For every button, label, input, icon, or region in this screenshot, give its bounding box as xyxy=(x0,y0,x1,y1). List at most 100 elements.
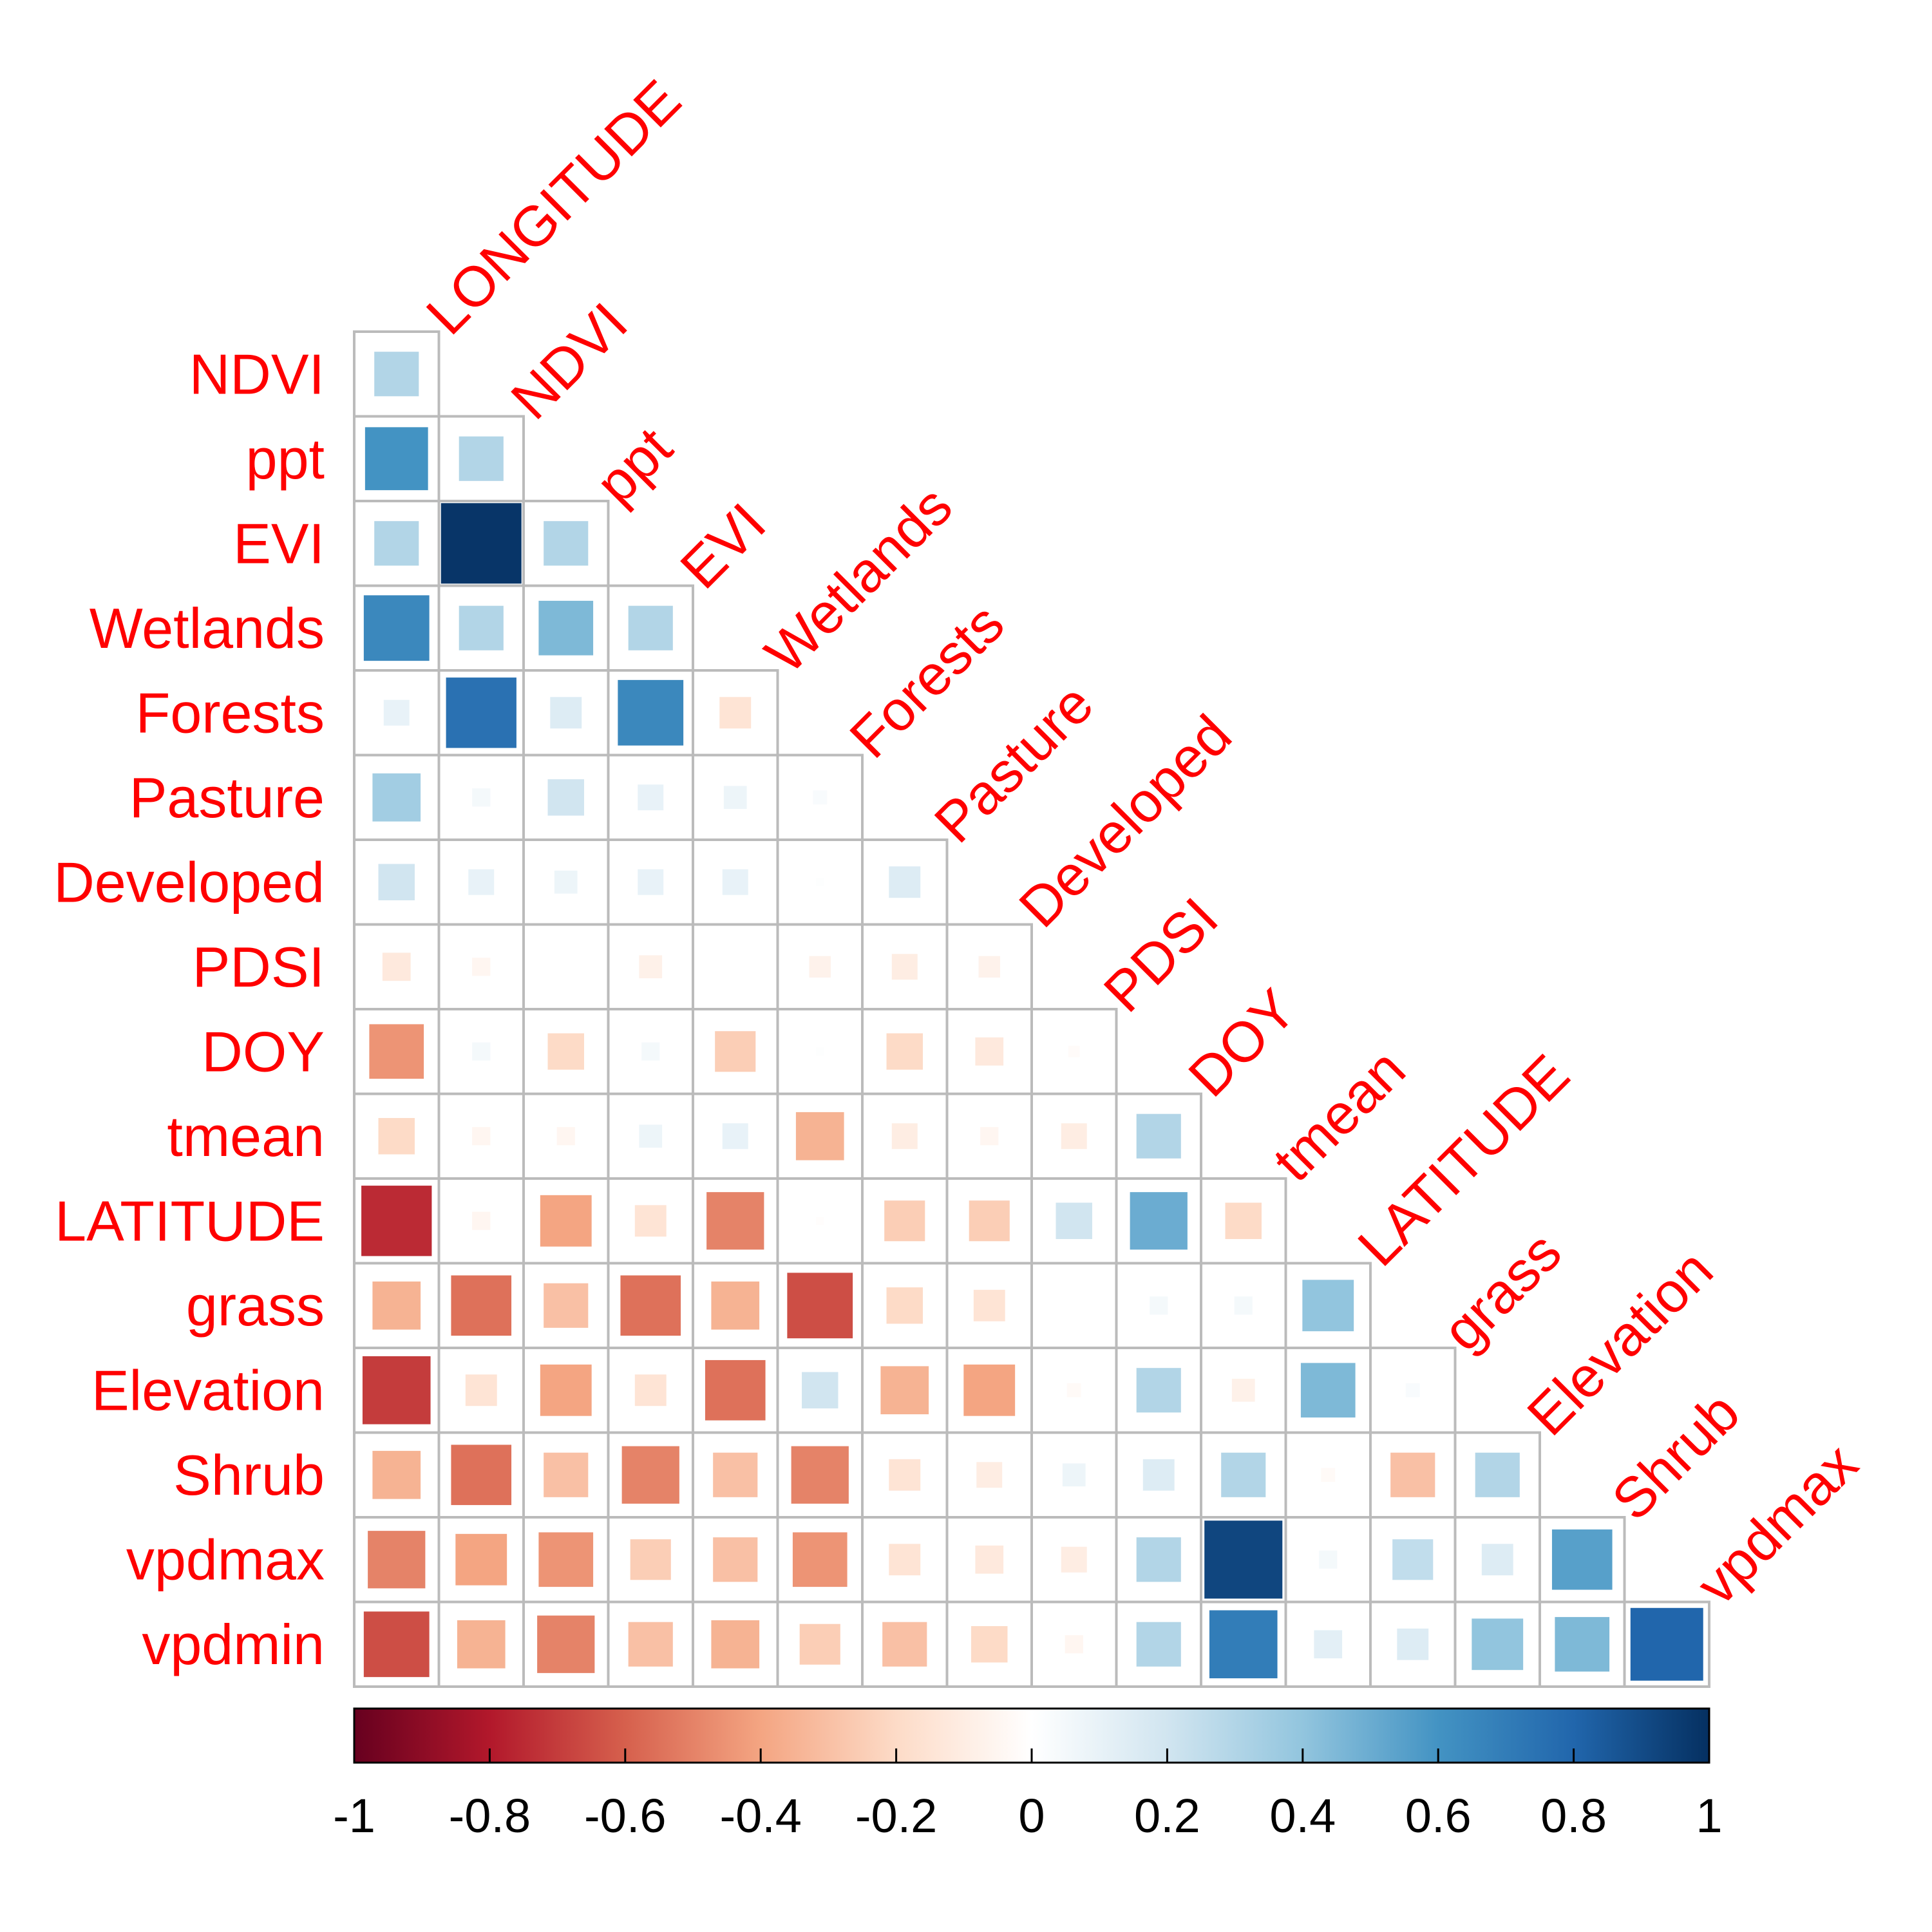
correlation-square-vpdmin-wetlands xyxy=(711,1620,760,1669)
row-label-pdsi: PDSI xyxy=(193,935,325,999)
correlation-square-ppt-longitude xyxy=(365,427,428,491)
column-label-pdsi: PDSI xyxy=(1092,886,1230,1024)
grid-cell xyxy=(1623,1600,1710,1688)
row-label-latitude: LATITUDE xyxy=(55,1189,325,1253)
correlation-square-pasture-evi xyxy=(638,784,664,811)
correlation-square-grass-developed xyxy=(973,1289,1005,1321)
correlation-square-doy-pdsi xyxy=(1068,1045,1080,1057)
correlation-square-latitude-wetlands xyxy=(706,1192,764,1250)
correlation-square-vpdmax-ppt xyxy=(538,1532,594,1587)
correlation-square-latitude-developed xyxy=(969,1200,1010,1242)
row-label-pasture: Pasture xyxy=(129,766,325,829)
correlation-square-elevation-tmean xyxy=(1231,1378,1255,1402)
color-legend-tick-label: 0.2 xyxy=(1134,1789,1200,1842)
correlation-square-forests-wetlands xyxy=(719,697,752,729)
correlation-square-pdsi-evi xyxy=(639,955,663,979)
correlation-square-wetlands-evi xyxy=(628,605,673,650)
correlation-square-tmean-ndvi xyxy=(472,1127,491,1146)
correlation-square-elevation-ndvi xyxy=(465,1374,497,1406)
correlation-square-elevation-doy xyxy=(1136,1368,1181,1413)
color-legend-tick-label: 0.8 xyxy=(1540,1789,1607,1842)
correlation-square-shrub-tmean xyxy=(1221,1452,1266,1497)
correlation-square-vpdmin-ndvi xyxy=(457,1620,506,1669)
correlation-square-vpdmin-elevation xyxy=(1472,1618,1524,1671)
correlation-square-vpdmin-latitude xyxy=(1314,1630,1343,1659)
correlation-square-forests-longitude xyxy=(383,699,410,726)
correlation-square-pasture-ndvi xyxy=(472,788,491,807)
correlation-square-grass-wetlands xyxy=(711,1281,760,1330)
correlation-square-vpdmax-latitude xyxy=(1319,1550,1338,1569)
row-label-grass: grass xyxy=(186,1274,325,1338)
row-label-tmean: tmean xyxy=(167,1104,325,1168)
row-label-vpdmax: vpdmax xyxy=(126,1528,325,1591)
correlation-square-shrub-wetlands xyxy=(713,1452,758,1497)
correlation-square-pdsi-forests xyxy=(809,956,831,978)
correlation-square-latitude-pasture xyxy=(884,1200,925,1242)
correlation-square-tmean-forests xyxy=(795,1112,844,1160)
color-legend-tick-label: -0.6 xyxy=(584,1789,667,1842)
row-label-shrub: Shrub xyxy=(173,1443,325,1507)
correlation-square-latitude-tmean xyxy=(1225,1202,1262,1239)
correlation-square-tmean-wetlands xyxy=(722,1123,748,1150)
correlation-square-vpdmin-pdsi xyxy=(1065,1635,1083,1654)
correlation-square-vpdmax-longitude xyxy=(368,1531,426,1589)
correlation-square-pasture-longitude xyxy=(372,773,421,822)
correlation-square-vpdmin-pasture xyxy=(882,1622,927,1667)
row-label-ndvi: NDVI xyxy=(189,342,325,406)
correlation-square-latitude-doy xyxy=(1130,1192,1188,1250)
correlation-square-wetlands-ppt xyxy=(538,600,594,656)
correlation-square-elevation-forests xyxy=(802,1372,838,1408)
correlation-square-forests-ndvi xyxy=(446,677,516,748)
correlation-square-doy-developed xyxy=(975,1037,1004,1066)
correlation-square-vpdmax-shrub xyxy=(1551,1529,1613,1590)
correlation-square-elevation-latitude xyxy=(1300,1363,1356,1418)
correlation-square-tmean-pasture xyxy=(891,1123,918,1150)
color-legend: -1 -0.8 -0.6 -0.4 -0.2 0 0.2 0.4 0.6 0.8 1 xyxy=(333,1707,1723,1842)
correlation-square-shrub-evi xyxy=(621,1446,679,1504)
correlation-square-shrub-pasture xyxy=(889,1459,921,1491)
correlation-square-grass-evi xyxy=(620,1275,681,1336)
correlation-square-shrub-doy xyxy=(1142,1459,1175,1491)
correlation-cells xyxy=(361,352,1703,1681)
correlation-square-forests-ppt xyxy=(550,697,582,729)
correlation-square-vpdmax-evi xyxy=(630,1539,671,1580)
color-legend-tick-label: 0 xyxy=(1018,1789,1045,1842)
correlation-square-latitude-longitude xyxy=(361,1186,432,1256)
correlation-square-grass-forests xyxy=(787,1273,853,1339)
correlation-square-developed-ppt xyxy=(554,870,578,894)
correlation-square-shrub-pdsi xyxy=(1062,1463,1086,1487)
correlation-square-developed-longitude xyxy=(378,864,415,900)
color-legend-tick-label: -0.4 xyxy=(719,1789,802,1842)
correlation-square-doy-forests xyxy=(815,1047,824,1056)
correlation-square-latitude-evi xyxy=(634,1205,667,1237)
grid-cell xyxy=(522,923,610,1010)
correlation-square-pdsi-longitude xyxy=(382,952,411,981)
correlation-square-grass-ppt xyxy=(544,1283,589,1328)
correlation-square-elevation-evi xyxy=(634,1374,667,1406)
row-label-forests: Forests xyxy=(136,681,325,744)
column-label-tmean: tmean xyxy=(1261,1037,1417,1193)
correlation-square-tmean-doy xyxy=(1136,1113,1181,1159)
correlation-square-vpdmin-longitude xyxy=(363,1611,430,1678)
color-legend-ticks: -1 -0.8 -0.6 -0.4 -0.2 0 0.2 0.4 0.6 0.8 1 xyxy=(333,1748,1723,1842)
row-label-elevation: Elevation xyxy=(91,1358,325,1422)
column-label-ndvi: NDVI xyxy=(498,290,639,431)
correlation-square-vpdmax-developed xyxy=(975,1545,1004,1574)
correlation-square-vpdmax-ndvi xyxy=(455,1533,507,1586)
correlation-square-latitude-ppt xyxy=(540,1195,592,1247)
correlation-square-pdsi-ndvi xyxy=(472,958,491,976)
correlation-square-vpdmax-doy xyxy=(1136,1537,1181,1582)
correlation-square-shrub-longitude xyxy=(372,1450,421,1499)
row-label-doy: DOY xyxy=(202,1019,325,1083)
correlation-square-tmean-pdsi xyxy=(1061,1123,1087,1150)
correlation-square-shrub-ppt xyxy=(544,1452,589,1497)
correlation-square-grass-doy xyxy=(1150,1296,1168,1315)
correlation-square-shrub-forests xyxy=(791,1446,849,1504)
correlation-square-forests-evi xyxy=(618,679,684,746)
correlation-square-elevation-grass xyxy=(1405,1383,1420,1397)
correlation-square-developed-wetlands xyxy=(722,869,748,895)
correlation-square-elevation-ppt xyxy=(540,1364,592,1416)
row-label-vpdmin: vpdmin xyxy=(142,1613,325,1676)
correlation-square-vpdmax-grass xyxy=(1392,1539,1434,1580)
